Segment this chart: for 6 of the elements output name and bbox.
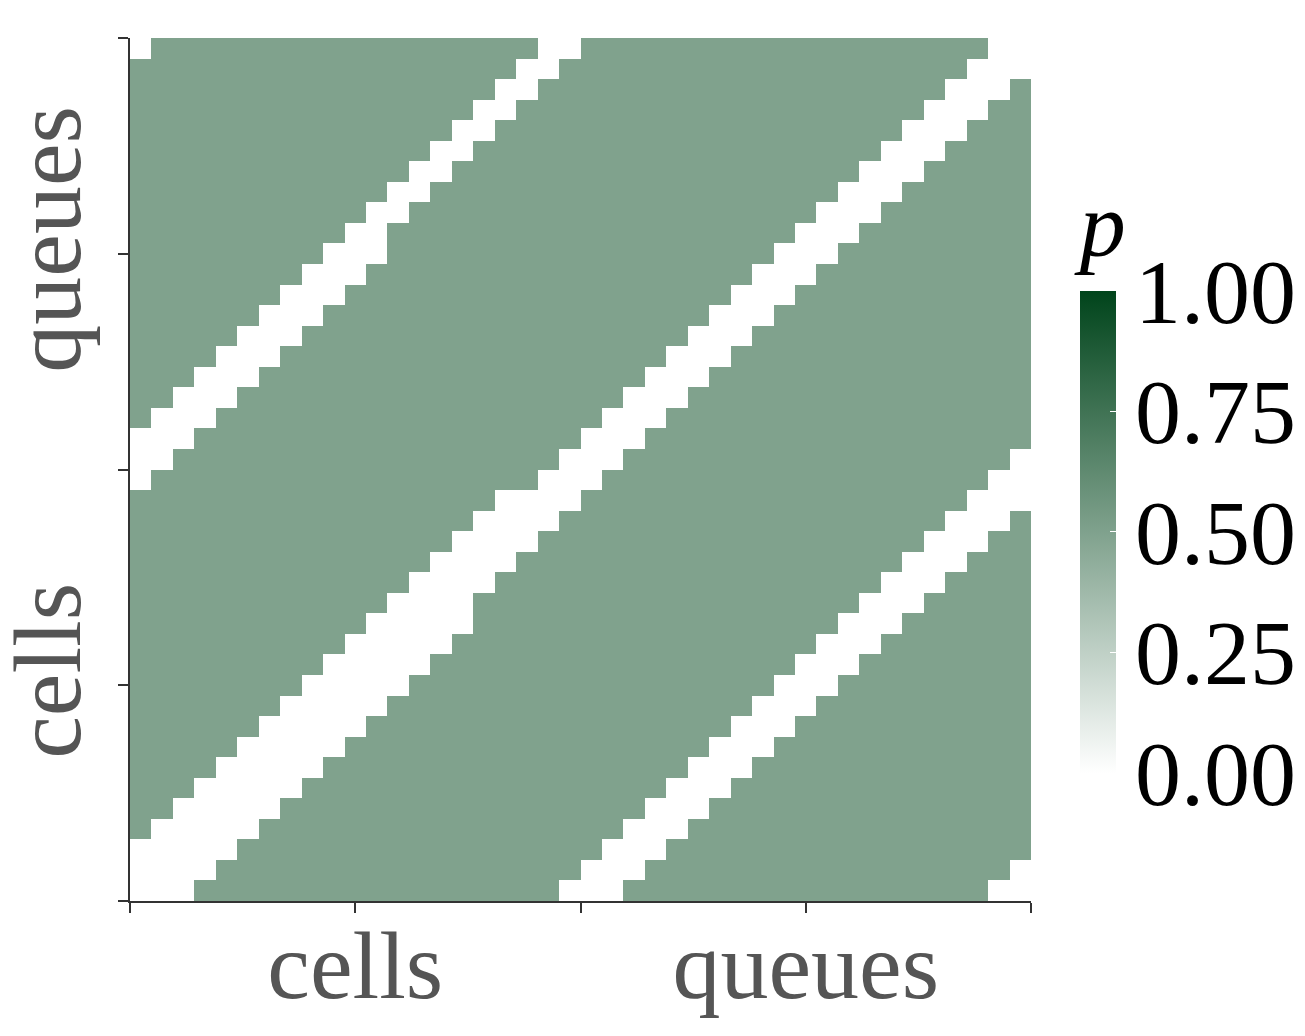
color-bar-label: 0.25 xyxy=(1134,602,1296,705)
color-bar-label: 0.00 xyxy=(1134,722,1296,825)
color-bar-label: 0.50 xyxy=(1134,481,1296,584)
color-bar-label: 0.75 xyxy=(1134,361,1296,464)
color-bar-title: p xyxy=(1073,173,1126,276)
color-bar-label: 1.00 xyxy=(1134,240,1296,343)
